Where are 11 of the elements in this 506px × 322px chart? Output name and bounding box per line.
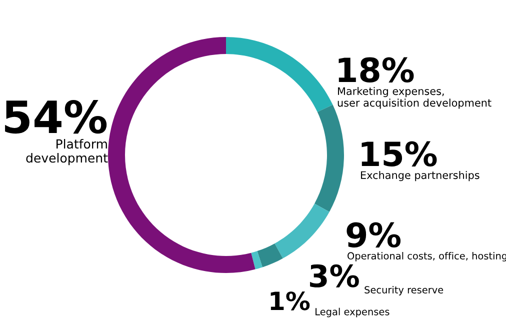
slice-label: Marketing expenses, user acquisition development [338, 87, 492, 109]
data-label: 18% [338, 57, 414, 82]
slice-label: Security reserve [364, 286, 444, 296]
slice-label: Exchange partnerships [361, 171, 480, 182]
data-label: 54% [5, 100, 107, 134]
data-label: 9% [346, 222, 401, 248]
data-label: 15% [362, 141, 437, 166]
slice-label: Legal expenses [316, 308, 390, 318]
data-label: 3% [310, 264, 359, 288]
data-label: 1% [270, 291, 310, 310]
slice-label: Platform development [26, 139, 108, 166]
